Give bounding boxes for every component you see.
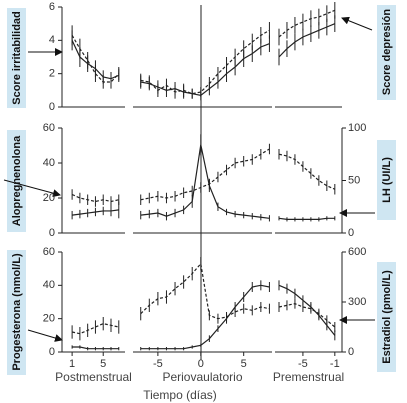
y-tick-label: 2 — [49, 68, 55, 80]
y-tick-label: 6 — [49, 1, 55, 13]
x-segment-label: Premenstrual — [273, 370, 344, 384]
series-line — [278, 23, 336, 58]
y2-tick-label: 0 — [348, 227, 354, 239]
label-box — [7, 130, 26, 232]
x-tick-label: 1 — [69, 358, 75, 370]
y-tick-label: 0 — [49, 346, 55, 358]
y-axis-label: Progesterona (nmol/L) — [11, 253, 23, 371]
series-line — [140, 284, 270, 350]
series-line — [278, 303, 336, 328]
y2-tick-label: 600 — [348, 246, 366, 258]
y-tick-label: 4 — [49, 34, 55, 46]
x-tick-label: -5 — [153, 358, 163, 370]
y-tick-label: 20 — [43, 313, 55, 325]
series-line — [72, 209, 119, 216]
y-axis-label: Alopregnenolona — [11, 135, 23, 226]
y2-tick-label: 0 — [348, 346, 354, 358]
series-line — [71, 193, 119, 203]
label-box — [377, 5, 396, 100]
y-tick-label: 60 — [43, 246, 55, 258]
series-line — [71, 35, 120, 83]
y-tick-label: 0 — [49, 101, 55, 113]
series-line — [278, 153, 336, 190]
y2-axis-label: Estradiol (pmol/L) — [381, 270, 393, 364]
y2-tick-label: 100 — [348, 122, 366, 134]
x-axis-label: Tiempo (días) — [143, 388, 217, 402]
series-line — [72, 346, 119, 350]
series-line — [140, 144, 270, 219]
series-line — [140, 29, 270, 95]
y2-axis-label: Score depresión — [381, 9, 393, 95]
series-line — [140, 148, 270, 201]
y2-axis-label: LH (UI/L) — [381, 157, 393, 203]
y-axis-label: Score irritabilidad — [11, 11, 23, 105]
label-box — [7, 250, 26, 375]
x-tick-label: -1 — [330, 358, 340, 370]
series-line — [278, 284, 336, 336]
series-line — [71, 323, 119, 335]
label-box — [377, 140, 396, 220]
y-tick-label: 40 — [43, 279, 55, 291]
y-tick-label: 60 — [43, 122, 55, 134]
series-line — [140, 262, 270, 320]
label-box — [7, 8, 26, 108]
y-tick-label: 20 — [43, 192, 55, 204]
x-tick-label: 5 — [241, 358, 247, 370]
x-tick-label: -5 — [298, 358, 308, 370]
series-line — [140, 43, 270, 96]
y2-tick-label: 50 — [348, 174, 360, 186]
series-line — [278, 217, 335, 220]
x-segment-label: Postmenstrual — [55, 370, 132, 384]
y-tick-label: 0 — [49, 227, 55, 239]
label-box — [377, 262, 396, 372]
arrows — [3, 16, 375, 342]
series-line — [278, 9, 336, 38]
x-tick-label: 0 — [198, 358, 204, 370]
y-tick-label: 40 — [43, 157, 55, 169]
x-tick-label: 5 — [100, 358, 106, 370]
x-segment-label: Periovaulatorio — [162, 370, 242, 384]
y2-tick-label: 300 — [348, 296, 366, 308]
